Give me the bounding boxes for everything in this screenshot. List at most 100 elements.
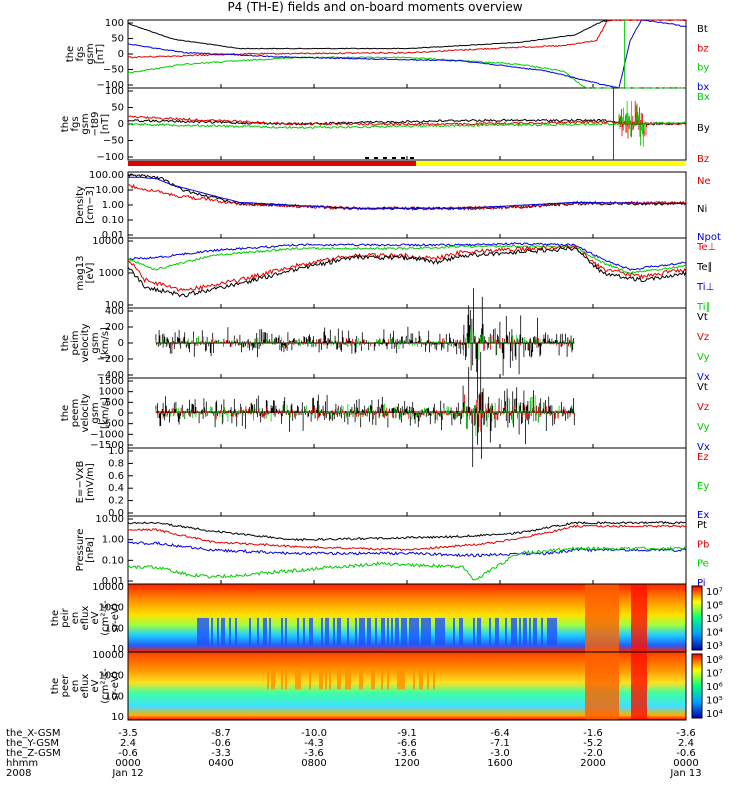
y-axis-label: the	[50, 678, 61, 694]
legend-Vz: Vz	[697, 402, 709, 413]
colorbar-label: 10⁴	[706, 709, 723, 720]
legend-Ne: Ne	[697, 176, 711, 187]
legend-Bz: Bz	[697, 154, 709, 165]
y-axis-label: (cm²-s-	[100, 668, 111, 704]
ephemeris-value: -0.6	[118, 748, 138, 759]
y-axis-label: velocity	[80, 323, 91, 362]
series-Pt	[127, 521, 687, 542]
y-axis-label: [cm−3]	[85, 186, 96, 224]
y-axis-label: [nPa]	[85, 537, 96, 563]
ephemeris-value: -3.6	[397, 748, 417, 759]
series-Ti⊥	[127, 242, 687, 272]
legend-Vt: Vt	[697, 382, 708, 393]
ephemeris-value: -4.3	[304, 738, 324, 749]
y-axis-label: Density	[75, 186, 86, 224]
panel-fgs_gsm: 100 50 0 −50 −100 the fgs gsm [nT] Bt bz by bx	[65, 18, 709, 93]
y-axis-label: peim	[70, 330, 81, 355]
legend-Vx: Vx	[697, 372, 710, 383]
series-Ne	[127, 183, 687, 211]
y-axis-label: the	[60, 335, 71, 351]
y-axis-label: eflux	[80, 606, 91, 631]
ephemeris-value: 0000	[115, 758, 140, 769]
y-axis-label: the	[60, 116, 71, 132]
y-axis-label: en	[70, 680, 81, 693]
series-Pi	[127, 541, 687, 558]
ephemeris-value: 2.4	[678, 738, 694, 749]
ephemeris-value: -5.2	[583, 738, 603, 749]
ephemeris-row-label: 2008	[6, 768, 31, 779]
colorbar-label: 10³	[706, 641, 723, 652]
ephemeris-row-label: hhmm	[6, 758, 38, 769]
y-tick-label: 1.00	[102, 200, 124, 211]
series-Ti∥	[127, 244, 687, 275]
y-tick-label: 10	[111, 644, 124, 655]
y-axis-label: the	[50, 610, 61, 626]
legend-Bt: Bt	[697, 24, 708, 35]
legend-Bx: Bx	[697, 92, 710, 103]
y-axis-label: sr-eV)	[110, 671, 121, 700]
series-Te∥	[127, 246, 687, 298]
colorbar-label: 10⁴	[706, 628, 723, 639]
series-Bt	[127, 19, 687, 50]
y-tick-label: 100	[105, 623, 124, 634]
series-Bx	[127, 121, 687, 129]
orbit-marker	[383, 157, 387, 159]
colorbar-label: 10⁷	[706, 669, 723, 680]
ephemeris-value: 1600	[487, 758, 512, 769]
y-axis-label: velocity	[80, 393, 91, 432]
y-tick-label: −1500	[90, 440, 124, 451]
y-tick-label: 100.00	[89, 170, 124, 181]
y-tick-label: −50	[103, 136, 124, 147]
series-Vt-spikes	[155, 288, 575, 403]
panel-density: 100.00 10.00 1.00 0.10 0.01 Density [cm−3] Ne Ni…	[75, 170, 721, 243]
y-axis-label: gsm	[80, 113, 91, 134]
y-axis-label: [nT]	[95, 44, 106, 64]
colorbar-1	[691, 585, 703, 651]
y-tick-label: 1500	[99, 376, 124, 387]
ephemeris-value: -0.6	[211, 738, 231, 749]
legend-Vt: Vt	[697, 312, 708, 323]
y-tick-label: 0	[118, 408, 124, 419]
y-axis-label: gsm	[90, 402, 101, 423]
colorbar-2	[691, 653, 703, 719]
colorbar-label: 10⁷	[706, 587, 723, 598]
y-tick-label: 500	[105, 397, 124, 408]
y-axis-label: [km/s]	[100, 397, 111, 429]
legend-Pb: Pb	[697, 539, 709, 550]
y-tick-label: 0.6	[108, 471, 124, 482]
ephemeris-value: 0800	[301, 758, 326, 769]
ephemeris-value: 2.4	[120, 738, 136, 749]
ephemeris-value: -10.0	[301, 728, 327, 739]
colorbar-label: 10⁶	[706, 601, 723, 612]
ephemeris-value: -3.5	[118, 728, 138, 739]
ephemeris-value: -6.6	[397, 738, 417, 749]
ephemeris-value: 1200	[394, 758, 419, 769]
ephemeris-row-label: the_Y-GSM	[6, 738, 59, 749]
legend-Ez: Ez	[697, 452, 709, 463]
series-Bz	[127, 115, 687, 126]
y-tick-label: 100	[105, 691, 124, 702]
series-by	[127, 56, 687, 89]
y-axis-label: eV	[90, 611, 101, 624]
series-Pb	[128, 524, 687, 552]
y-tick-label: 50	[111, 34, 124, 45]
y-axis-label: fgs	[75, 46, 86, 61]
colorbar-label: 10⁸	[706, 655, 723, 666]
orbit-marker	[365, 157, 369, 159]
series-bx	[127, 19, 687, 89]
y-axis-label: fgs	[70, 116, 81, 131]
orbit-bar-red	[128, 161, 416, 166]
y-tick-label: −1000	[90, 429, 124, 440]
y-axis-label: peer	[60, 674, 71, 698]
legend-Ey: Ey	[697, 481, 709, 492]
y-tick-label: −100	[97, 80, 124, 91]
legend-Ni: Ni	[697, 204, 707, 215]
y-tick-label: −200	[97, 354, 124, 365]
spectrogram-frame	[127, 651, 687, 721]
y-axis-label: eV	[90, 679, 101, 692]
series-Vy-spikes	[155, 329, 573, 360]
y-tick-label: −50	[103, 65, 124, 76]
panel-fgs_gsm_t89: 100 50 0 −50 −100 the fgs gsm −t89 [nT] Bx By Bz	[60, 86, 710, 165]
y-tick-label: 0.2	[108, 496, 124, 507]
